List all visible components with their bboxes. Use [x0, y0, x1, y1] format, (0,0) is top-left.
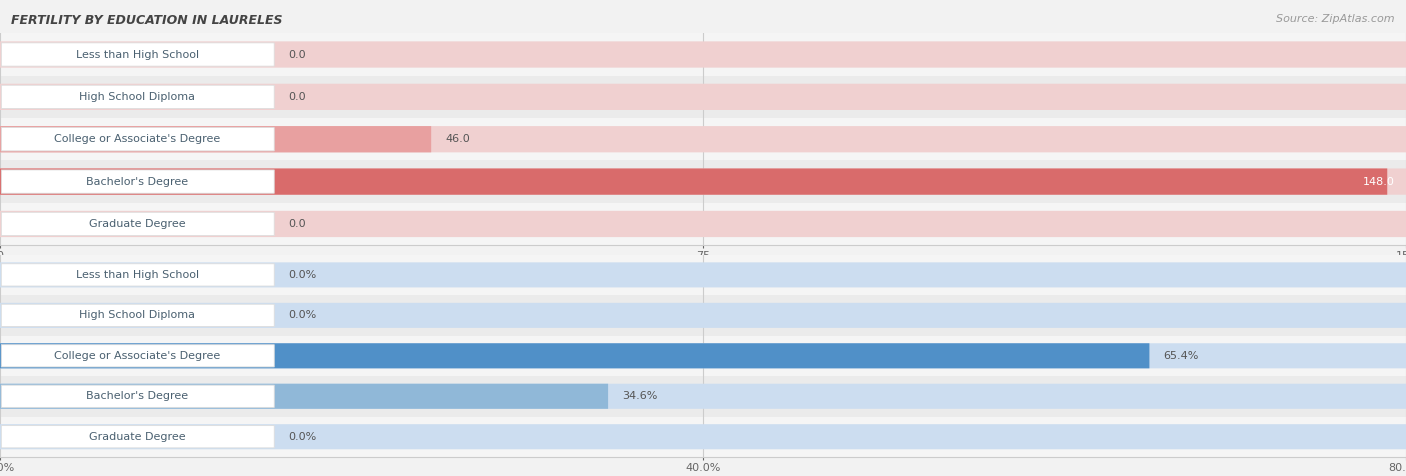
FancyBboxPatch shape [0, 84, 1406, 110]
FancyBboxPatch shape [0, 424, 1406, 449]
Text: Graduate Degree: Graduate Degree [89, 219, 186, 229]
FancyBboxPatch shape [1, 345, 274, 367]
FancyBboxPatch shape [1, 128, 274, 151]
FancyBboxPatch shape [1, 304, 274, 327]
FancyBboxPatch shape [1, 426, 274, 448]
Bar [0, 203, 1406, 245]
Text: College or Associate's Degree: College or Associate's Degree [53, 351, 221, 361]
FancyBboxPatch shape [0, 41, 1406, 68]
Bar [0, 376, 1406, 416]
Bar [0, 160, 1406, 203]
Text: Graduate Degree: Graduate Degree [89, 432, 186, 442]
Text: 65.4%: 65.4% [1164, 351, 1199, 361]
FancyBboxPatch shape [1, 85, 274, 109]
Text: 0.0: 0.0 [288, 50, 307, 60]
FancyBboxPatch shape [1, 264, 274, 286]
FancyBboxPatch shape [1, 385, 274, 407]
Text: 0.0%: 0.0% [288, 432, 316, 442]
Bar [0, 33, 1406, 76]
FancyBboxPatch shape [0, 343, 1406, 368]
FancyBboxPatch shape [0, 169, 1388, 195]
Bar [0, 76, 1406, 118]
Text: Bachelor's Degree: Bachelor's Degree [86, 391, 188, 401]
FancyBboxPatch shape [0, 303, 1406, 328]
FancyBboxPatch shape [1, 212, 274, 236]
FancyBboxPatch shape [1, 43, 274, 66]
Text: High School Diploma: High School Diploma [79, 310, 195, 320]
Text: College or Associate's Degree: College or Associate's Degree [53, 134, 221, 144]
Text: Bachelor's Degree: Bachelor's Degree [86, 177, 188, 187]
Text: Less than High School: Less than High School [76, 50, 198, 60]
FancyBboxPatch shape [0, 126, 1406, 152]
Text: 34.6%: 34.6% [621, 391, 658, 401]
Bar [0, 336, 1406, 376]
Text: FERTILITY BY EDUCATION IN LAURELES: FERTILITY BY EDUCATION IN LAURELES [11, 14, 283, 27]
FancyBboxPatch shape [0, 384, 609, 409]
FancyBboxPatch shape [1, 170, 274, 193]
FancyBboxPatch shape [0, 343, 1150, 368]
FancyBboxPatch shape [0, 126, 432, 152]
Bar [0, 295, 1406, 336]
FancyBboxPatch shape [0, 169, 1406, 195]
Text: 0.0: 0.0 [288, 219, 307, 229]
Text: 0.0: 0.0 [288, 92, 307, 102]
Text: 0.0%: 0.0% [288, 310, 316, 320]
Bar [0, 255, 1406, 295]
FancyBboxPatch shape [0, 262, 1406, 288]
Text: 148.0: 148.0 [1362, 177, 1395, 187]
Text: Less than High School: Less than High School [76, 270, 198, 280]
Text: 0.0%: 0.0% [288, 270, 316, 280]
Bar [0, 118, 1406, 160]
Text: High School Diploma: High School Diploma [79, 92, 195, 102]
Bar [0, 416, 1406, 457]
FancyBboxPatch shape [0, 211, 1406, 237]
Text: Source: ZipAtlas.com: Source: ZipAtlas.com [1277, 14, 1395, 24]
FancyBboxPatch shape [0, 384, 1406, 409]
Text: 46.0: 46.0 [446, 134, 470, 144]
